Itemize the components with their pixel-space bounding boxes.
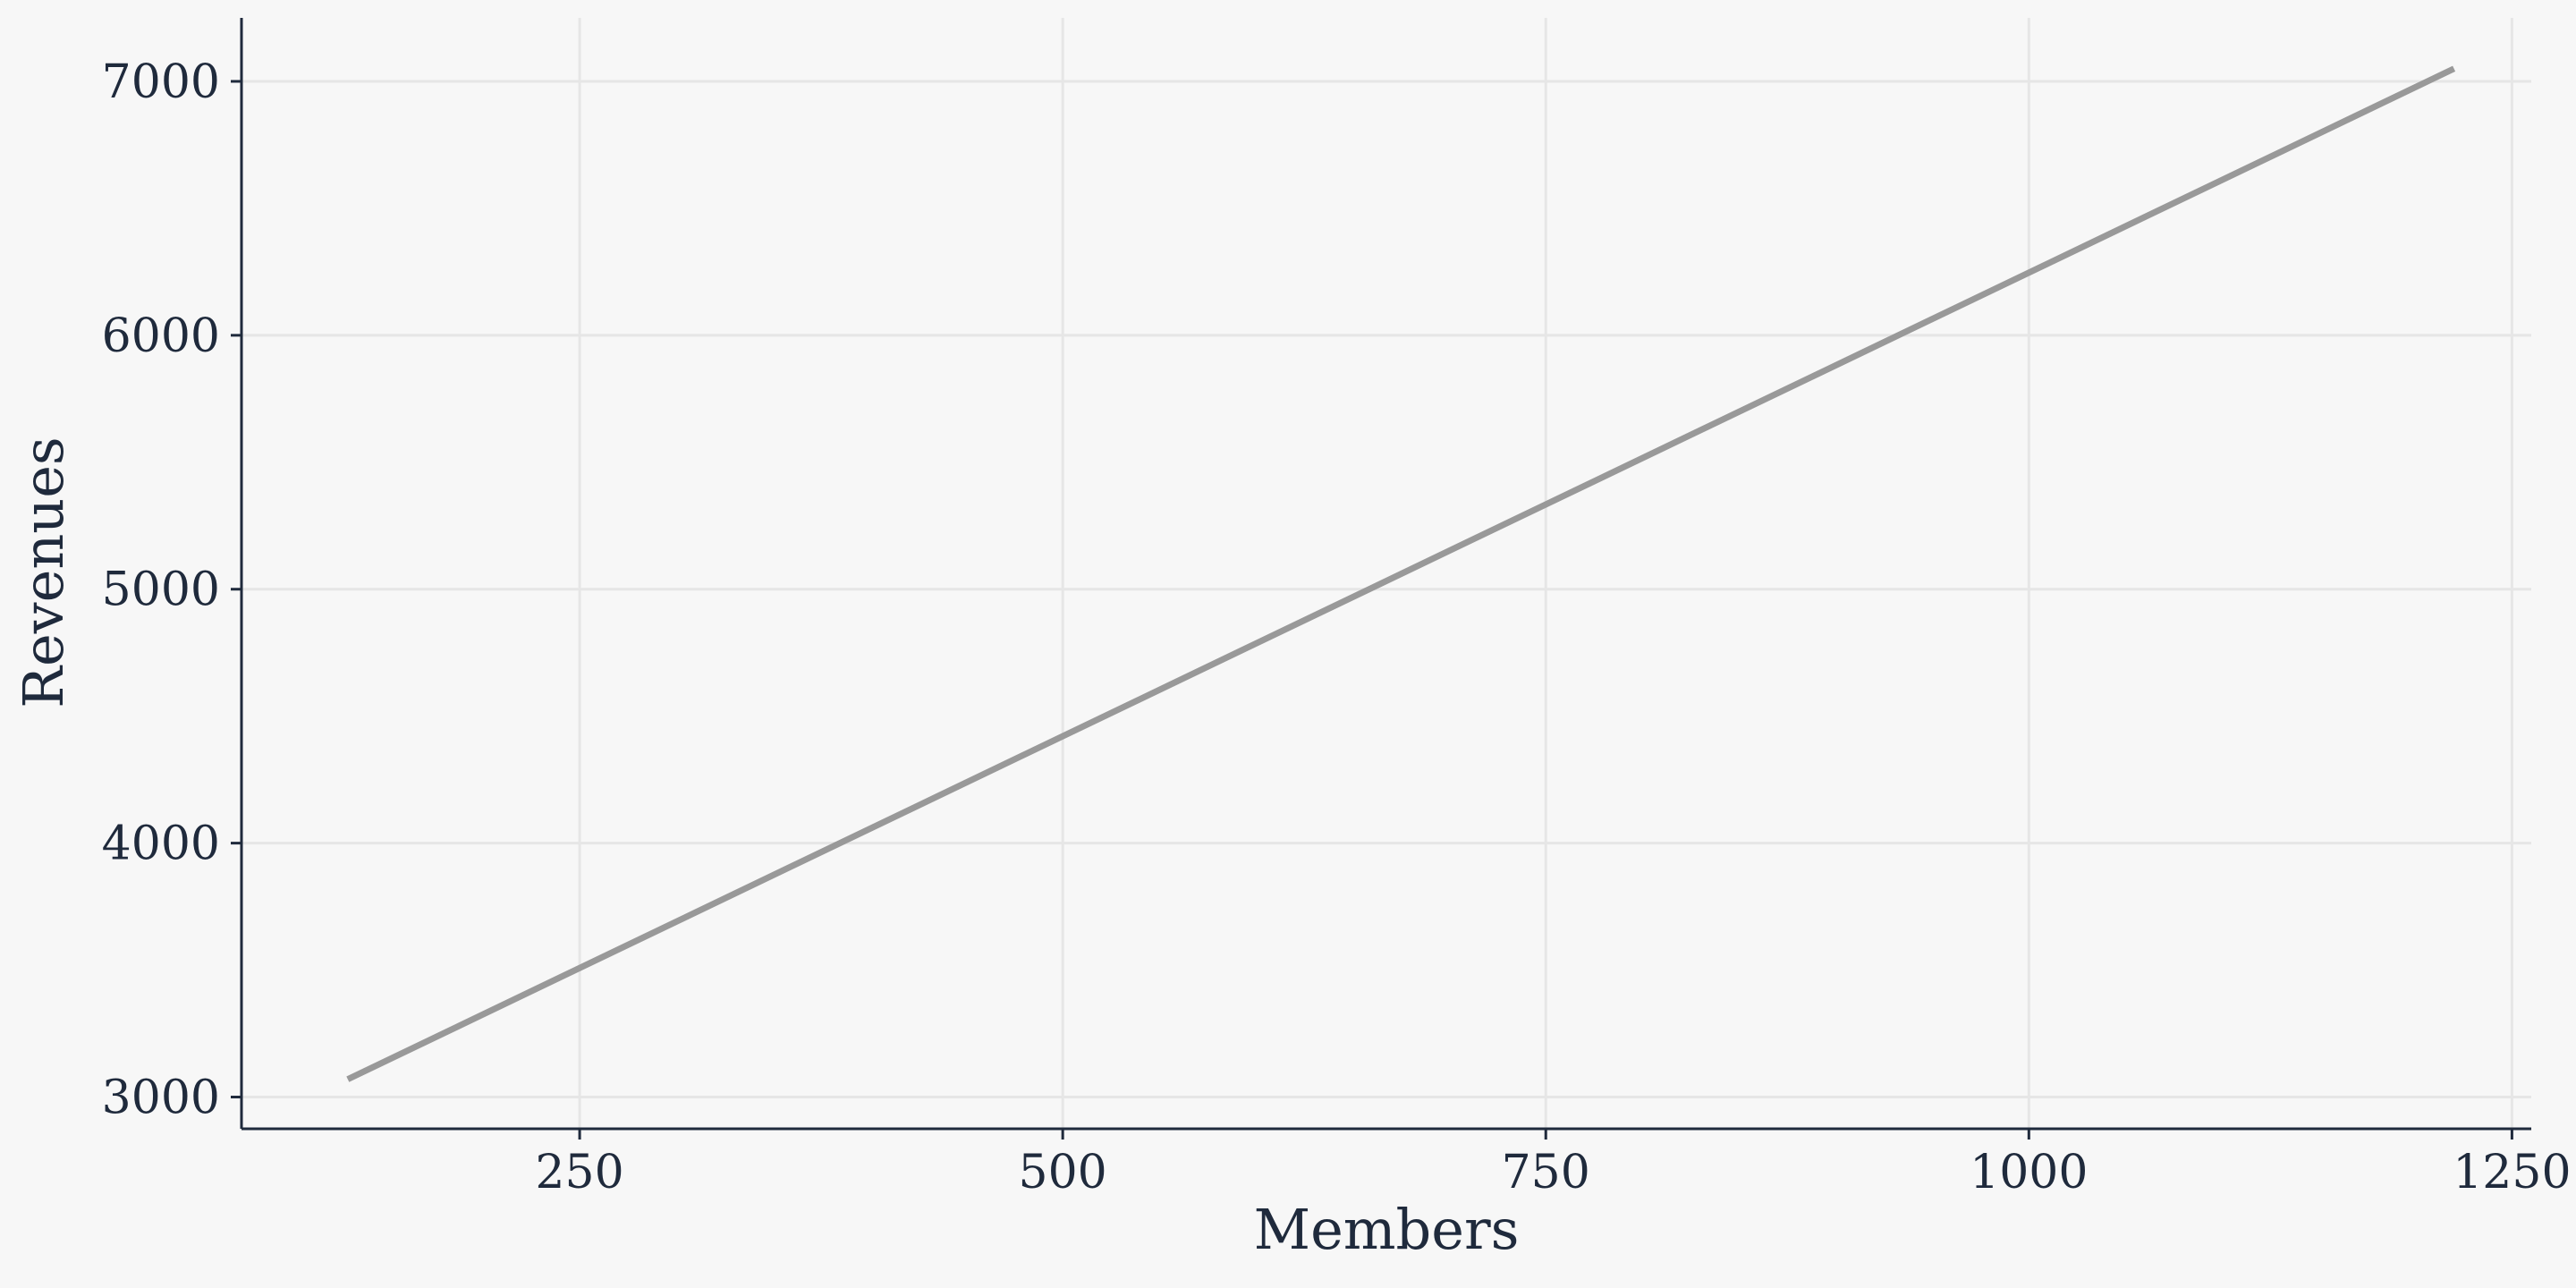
x-tick-label: 250 — [535, 1146, 623, 1199]
x-tick-label: 1250 — [2453, 1146, 2571, 1199]
y-axis-title: Revenues — [11, 436, 76, 708]
x-axis-title: Members — [1254, 1197, 1520, 1262]
grid — [242, 18, 2531, 1129]
y-tick-label: 5000 — [102, 564, 220, 617]
y-tick-label: 6000 — [102, 309, 220, 363]
x-tick-label: 1000 — [1970, 1146, 2088, 1199]
x-axis-ticks: 250 500 750 1000 1250 — [535, 1129, 2572, 1199]
x-tick-label: 750 — [1502, 1146, 1590, 1199]
y-tick-label: 4000 — [102, 818, 220, 871]
x-tick-label: 500 — [1019, 1146, 1107, 1199]
y-axis-ticks: 3000 4000 5000 6000 7000 — [102, 55, 242, 1125]
series-layer — [346, 65, 2456, 1082]
series-line — [346, 65, 2456, 1082]
y-tick-label: 7000 — [102, 55, 220, 109]
axes — [240, 18, 2531, 1131]
y-tick-label: 3000 — [102, 1072, 220, 1125]
